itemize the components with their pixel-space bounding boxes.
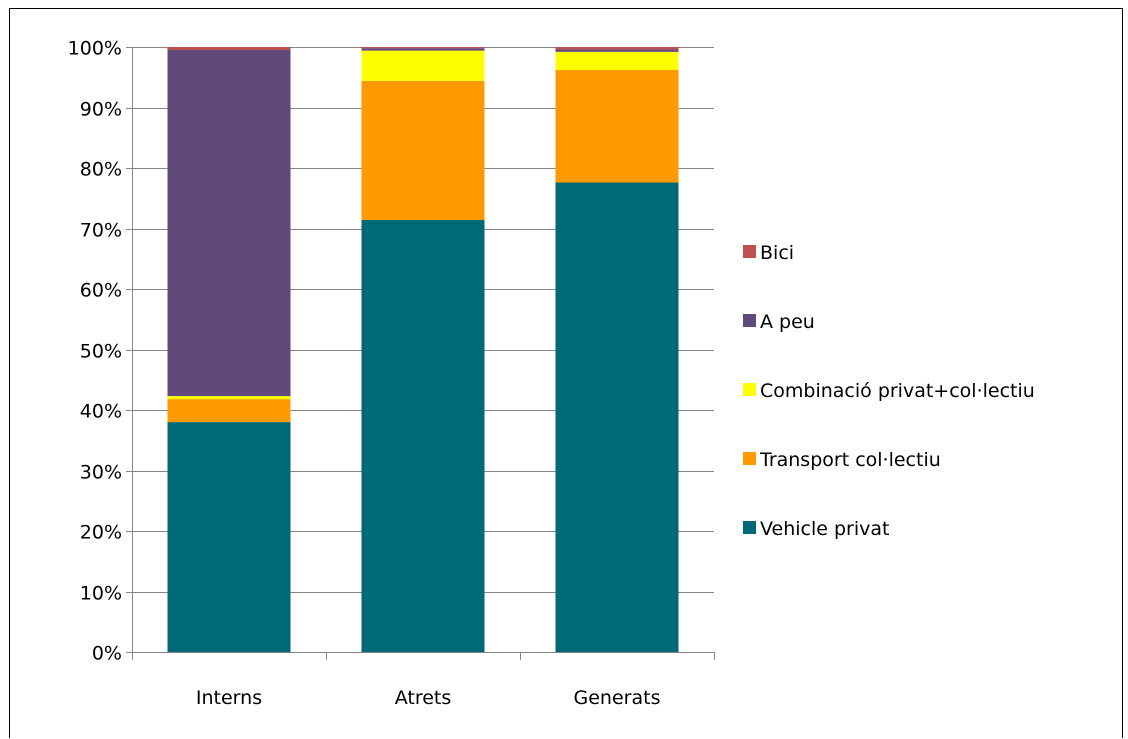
legend-label: Bici bbox=[760, 242, 794, 264]
stacked-bar-chart: 0% 10% 20% 30% 40% 50% 60% 70% 80% 90% 100% Interns… bbox=[68, 38, 1035, 710]
bar-segment bbox=[167, 396, 291, 400]
y-tick-label: 20% bbox=[80, 522, 122, 544]
y-tick-label: 80% bbox=[80, 159, 122, 181]
bar-segment bbox=[167, 47, 291, 51]
legend-label: Combinació privat+col·lectiu bbox=[760, 380, 1035, 402]
chart-frame: 0% 10% 20% 30% 40% 50% 60% 70% 80% 90% 100% Interns… bbox=[9, 8, 1123, 738]
y-tick-label: 100% bbox=[68, 38, 122, 60]
bar-segment bbox=[167, 50, 291, 397]
legend-swatch bbox=[743, 383, 756, 396]
legend: Bici A peu Combinació privat+col·lectiu Tra… bbox=[743, 242, 1035, 540]
bar-segment bbox=[555, 51, 679, 70]
legend-swatch bbox=[743, 245, 756, 258]
bar-segment bbox=[555, 49, 679, 52]
bar-segment bbox=[167, 399, 291, 423]
y-tick-label: 60% bbox=[80, 280, 122, 302]
y-tick-label: 50% bbox=[80, 341, 122, 363]
legend-swatch bbox=[743, 314, 756, 327]
category-label: Generats bbox=[574, 687, 661, 709]
bar-segment bbox=[361, 50, 485, 81]
legend-swatch bbox=[743, 452, 756, 465]
bar-segment bbox=[361, 80, 485, 221]
bar-segment bbox=[167, 422, 291, 652]
bar-segment bbox=[361, 220, 485, 652]
y-tick-label: 10% bbox=[80, 583, 122, 605]
y-tick-label: 0% bbox=[92, 643, 122, 665]
legend-label: Transport col·lectiu bbox=[759, 449, 941, 471]
y-tick-label: 30% bbox=[80, 462, 122, 484]
axes: 0% 10% 20% 30% 40% 50% 60% 70% 80% 90% 100% Interns… bbox=[68, 38, 715, 709]
y-tick-label: 70% bbox=[80, 220, 122, 242]
legend-label: Vehicle privat bbox=[760, 518, 889, 540]
bar-segment bbox=[555, 69, 679, 183]
bar-segment bbox=[555, 47, 679, 50]
legend-label: A peu bbox=[760, 311, 815, 333]
y-tick-label: 40% bbox=[80, 401, 122, 423]
bar-segment bbox=[555, 182, 679, 652]
category-label: Atrets bbox=[395, 687, 452, 709]
bar-segment bbox=[361, 48, 485, 51]
y-tick-label: 90% bbox=[80, 99, 122, 121]
bar-segment bbox=[361, 47, 485, 49]
legend-swatch bbox=[743, 521, 756, 534]
category-label: Interns bbox=[196, 687, 262, 709]
bars bbox=[167, 47, 679, 652]
